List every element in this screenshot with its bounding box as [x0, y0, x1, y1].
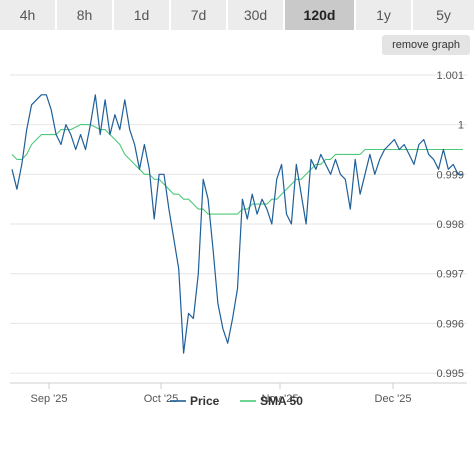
- y-tick-label: 0.999: [436, 169, 464, 181]
- y-tick-label: 0.998: [436, 219, 464, 231]
- y-tick-label: 0.997: [436, 269, 464, 281]
- y-tick-label: 0.995: [436, 368, 464, 380]
- price-line: [11, 94, 463, 354]
- tab-1d[interactable]: 1d: [114, 0, 171, 30]
- y-tick-label: 1.001: [436, 70, 464, 82]
- sma-50-line: [11, 124, 463, 215]
- tab-5y[interactable]: 5y: [413, 0, 474, 30]
- timeframe-tabs: 4h 8h 1d 7d 30d 120d 1y 5y: [0, 0, 474, 30]
- remove-graph-button[interactable]: remove graph: [382, 35, 470, 55]
- legend-sma-50-label[interactable]: SMA 50: [260, 394, 303, 408]
- x-tick-label: Oct '25: [144, 393, 179, 405]
- tab-120d[interactable]: 120d: [285, 0, 356, 30]
- tab-1y[interactable]: 1y: [356, 0, 413, 30]
- tab-30d[interactable]: 30d: [228, 0, 285, 30]
- y-tick-label: 1: [458, 120, 464, 132]
- y-tick-label: 0.996: [436, 318, 464, 330]
- legend-price-label[interactable]: Price: [190, 394, 220, 408]
- price-chart: 0.995 0.996 0.997 0.998 0.999 1 1.001 Sep '25 Oc…: [10, 70, 467, 408]
- x-tick-label: Dec '25: [375, 393, 412, 405]
- tab-7d[interactable]: 7d: [171, 0, 228, 30]
- tab-4h[interactable]: 4h: [0, 0, 57, 30]
- x-tick-label: Nov '25: [262, 393, 299, 405]
- tab-8h[interactable]: 8h: [57, 0, 114, 30]
- x-tick-label: Sep '25: [31, 393, 68, 405]
